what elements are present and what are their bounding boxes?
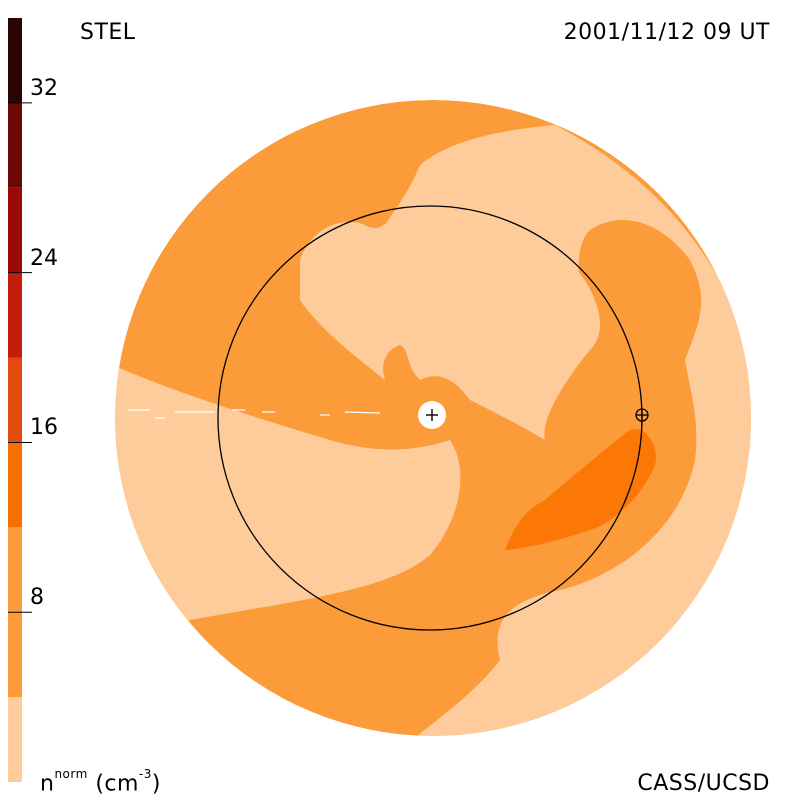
- colorbar-tick-label: 16: [30, 415, 58, 441]
- colorbar-tick-label: 8: [30, 585, 44, 611]
- ecliptic-trace: [128, 409, 381, 419]
- colorbar-band: [8, 357, 22, 443]
- colorbar-tick-label: 24: [30, 245, 58, 271]
- unit-base: n: [40, 771, 55, 796]
- colorbar-tick-label: 32: [30, 75, 58, 101]
- colorbar: [8, 18, 32, 782]
- unit-close: ): [151, 771, 161, 796]
- timestamp-label: 2001/11/12 09 UT: [563, 20, 770, 45]
- colorbar-band: [8, 442, 22, 528]
- colorbar-band: [8, 697, 22, 782]
- instrument-label: STEL: [80, 20, 136, 45]
- colorbar-band: [8, 102, 22, 188]
- unit-superscript: norm: [54, 766, 88, 781]
- earth-icon: [635, 408, 649, 422]
- unit-tail: (cm: [95, 771, 139, 796]
- colorbar-band: [8, 272, 22, 358]
- high-density-region: [505, 429, 656, 550]
- mid-density-arm: [383, 345, 646, 575]
- credit-label: CASS/UCSD: [637, 771, 770, 796]
- density-disk: [115, 100, 751, 736]
- low-density-wedge-top: [300, 206, 600, 440]
- sun-icon: [418, 401, 446, 429]
- unit-exponent: -3: [138, 766, 152, 781]
- low-density-region-bottom: [115, 360, 461, 640]
- colorbar-band: [8, 18, 22, 103]
- colorbar-band: [8, 187, 22, 273]
- colorbar-unit-label: nnorm (cm-3): [40, 767, 161, 796]
